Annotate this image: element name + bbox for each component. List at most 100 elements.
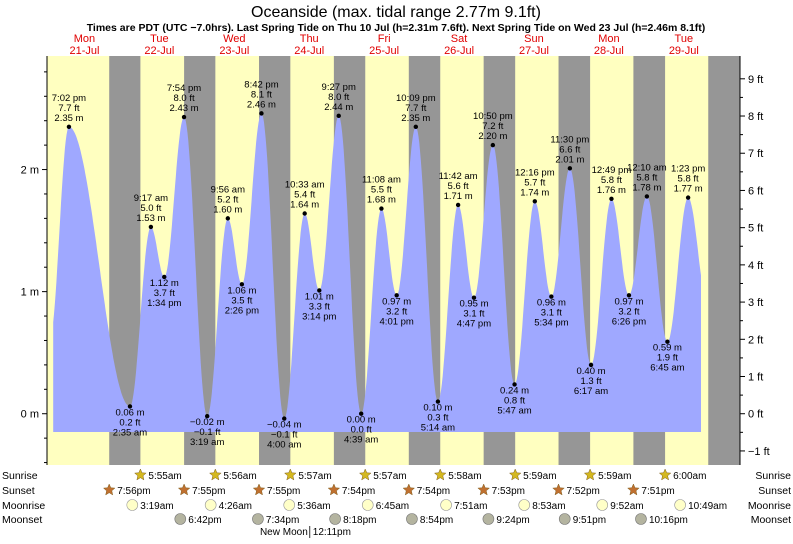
sunset-time: 7:55pm [267,486,300,497]
low-tide-point [512,382,517,387]
event-row-label-right: Moonrise [748,500,791,512]
low-tide-label: 0.10 m [423,403,452,414]
high-tide-label: 12:49 pm [592,165,632,176]
low-tide-label: −0.02 m [190,417,225,428]
low-tide-point [205,413,210,419]
day-of-week-label: Mon [598,33,619,45]
high-tide-label: 1.68 m [367,195,396,206]
low-tide-point [317,288,322,293]
moonrise-time: 4:26am [219,501,252,512]
high-tide-point [181,114,187,120]
high-tide-label: 12:16 pm [515,167,555,178]
low-tide-label: 1.9 ft [657,353,678,364]
day-of-week-label: Wed [223,33,245,45]
high-tide-label: 8.0 ft [173,93,194,104]
low-tide-label: 0.97 m [614,296,643,307]
moonset-icon [482,513,495,525]
low-tide-label: 0.00 m [347,415,376,426]
event-row-label-left: Moonrise [2,500,45,512]
moonrise-icon [361,499,374,511]
sunset-time: 7:52pm [567,486,600,497]
high-tide-point [336,113,341,119]
moonset-time: 9:24pm [496,515,529,526]
moon-phase-label: New Moon [260,527,308,538]
right-axis-tick-label: 5 ft [748,223,763,235]
sunset-time: 7:55pm [192,486,225,497]
low-tide-label: 1.01 m [305,291,334,302]
date-label: 24‑Jul [294,45,324,57]
high-tide-label: 5.7 ft [524,177,545,188]
date-label: 22‑Jul [144,45,174,57]
right-axis-tick-label: −1 ft [748,446,770,458]
low-tide-label: 0.59 m [653,343,682,354]
low-tide-label: −0.04 m [267,420,302,431]
high-tide-point [609,196,614,202]
moonrise-time: 6:45am [376,501,409,512]
low-tide-point [471,295,477,300]
low-tide-label: 0.06 m [115,407,144,418]
sun-moon-events: Sunrise Sunrise Sunset Sunset Moonrise Moonri… [2,468,791,538]
tide-curve [53,113,701,433]
moonset-time: 9:51pm [573,515,606,526]
high-tide-label: 1.53 m [136,213,165,224]
night-band [708,56,740,465]
moonrise-icon [283,499,296,511]
right-axis-tick-label: 8 ft [748,111,763,123]
low-tide-label: 4:39 am [344,435,378,446]
high-tide-point [148,224,154,230]
sunrise-time: 5:57am [298,471,331,482]
low-tide-point [358,411,364,416]
sunset-icon [402,483,416,496]
day-labels: Mon21‑JulTue22‑JulWed23‑JulThu24‑JulFri2… [69,33,698,57]
moonset-time: 8:54pm [420,515,453,526]
high-tide-label: 5.4 ft [294,189,315,200]
date-label: 23‑Jul [219,45,249,57]
low-tide-label: 1:34 pm [147,298,181,309]
sunset-icon [477,483,491,496]
moonset-icon [558,513,571,525]
sunset-icon [327,483,341,496]
high-tide-label: 5.5 ft [371,185,392,196]
sunset-time: 7:56pm [117,486,150,497]
sunset-icon [552,483,565,496]
low-tide-label: 6:17 am [574,386,608,397]
right-axis-tick-label: 0 ft [748,409,763,421]
event-row-label-right: Moonset [751,514,791,526]
high-tide-label: 5.2 ft [217,194,238,205]
low-tide-label: 5:34 pm [534,318,568,329]
moonrise-time: 3:19am [140,501,173,512]
moonrise-time: 10:49am [688,501,727,512]
high-tide-label: 9:56 am [211,184,245,195]
sunrise-icon [508,468,522,481]
date-label: 25‑Jul [369,45,399,57]
day-of-week-label: Sat [451,33,468,45]
axes: 0 m 1 m 2 m −1 ft 0 ft 1 ft 2 ft 3 ft 4 ft 5 ft 6 … [21,56,770,465]
moonset-time: 6:42pm [188,515,221,526]
moonrise-icon [204,499,217,511]
event-row-label-right: Sunset [758,485,791,497]
low-tide-label: 0.95 m [459,299,488,310]
sunrise-icon [134,468,147,481]
left-axis-tick-label: 1 m [21,287,39,299]
low-tide-label: 3.2 ft [618,306,639,317]
high-tide-label: 11:30 pm [550,134,589,145]
moonrise-icon [674,499,686,511]
day-of-week-label: Tue [675,33,694,45]
sunset-time: 7:51pm [641,486,674,497]
high-tide-label: 11:08 am [362,175,401,186]
moonset-time: 7:34pm [266,515,299,526]
low-tide-label: 0.24 m [500,385,529,396]
moonset-time: 10:16pm [649,515,688,526]
high-tide-label: 7.2 ft [482,121,503,132]
low-tide-label: 3.2 ft [386,306,407,317]
low-tide-label: 0.40 m [577,366,606,377]
sunset-icon [177,483,191,496]
moonrise-time: 9:52am [610,501,643,512]
high-tide-label: 5.6 ft [448,181,469,192]
low-tide-point [549,294,554,299]
high-tide-label: 2.35 m [401,113,430,124]
moonrise-icon [518,499,531,511]
low-tide-point [282,416,287,421]
